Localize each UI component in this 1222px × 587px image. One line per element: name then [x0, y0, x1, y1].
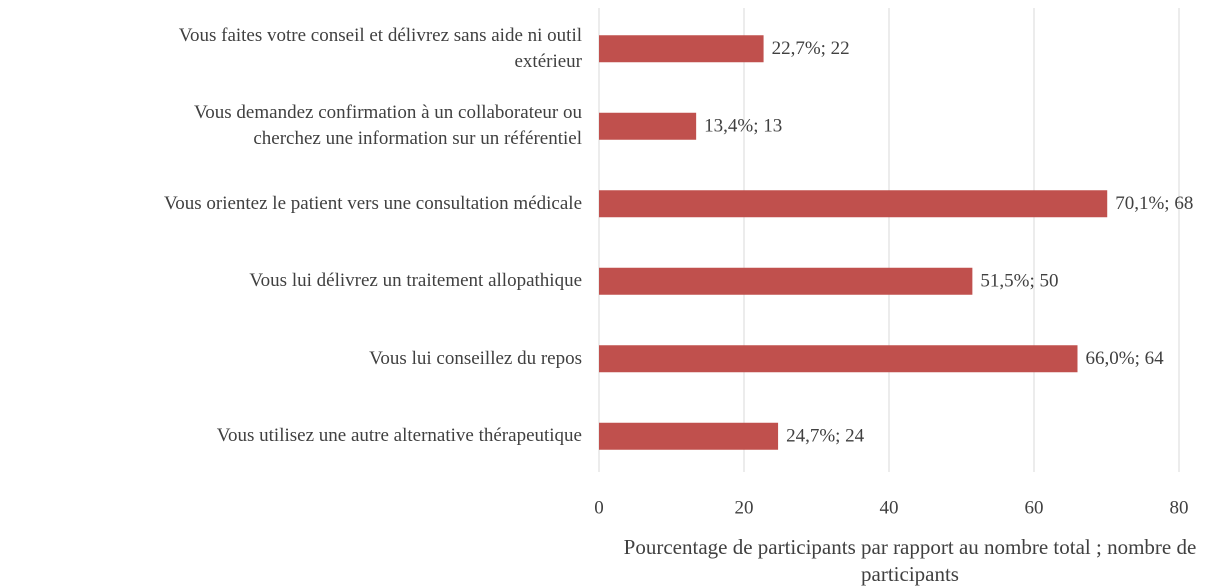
bar — [599, 35, 764, 63]
value-label: 24,7%; 24 — [786, 426, 865, 447]
x-tick-label: 40 — [880, 497, 899, 518]
x-tick-label: 60 — [1025, 497, 1044, 518]
value-label: 22,7%; 22 — [772, 38, 850, 59]
value-label: 70,1%; 68 — [1115, 193, 1193, 214]
value-label: 66,0%; 64 — [1086, 348, 1165, 369]
y-tick-label: Vous lui délivrez un traitement allopath… — [249, 270, 582, 292]
bar — [599, 190, 1108, 218]
bar — [599, 345, 1078, 373]
y-tick-label: Vous faites votre conseil et délivrez sa… — [178, 24, 582, 72]
y-tick-label: Vous utilisez une autre alternative thér… — [216, 425, 582, 447]
bar — [599, 422, 779, 450]
value-label: 13,4%; 13 — [704, 116, 782, 137]
x-tick-label: 80 — [1170, 497, 1189, 518]
y-tick-label: Vous orientez le patient vers une consul… — [163, 192, 582, 214]
x-axis-title: Pourcentage de participants par rapport … — [623, 535, 1197, 586]
bar — [599, 112, 697, 140]
y-tick-label: Vous demandez confirmation à un collabor… — [194, 102, 582, 150]
bar — [599, 267, 973, 295]
value-label: 51,5%; 50 — [980, 271, 1058, 292]
x-tick-label: 20 — [735, 497, 754, 518]
x-tick-label: 0 — [594, 497, 604, 518]
y-tick-label: Vous lui conseillez du repos — [369, 347, 582, 369]
